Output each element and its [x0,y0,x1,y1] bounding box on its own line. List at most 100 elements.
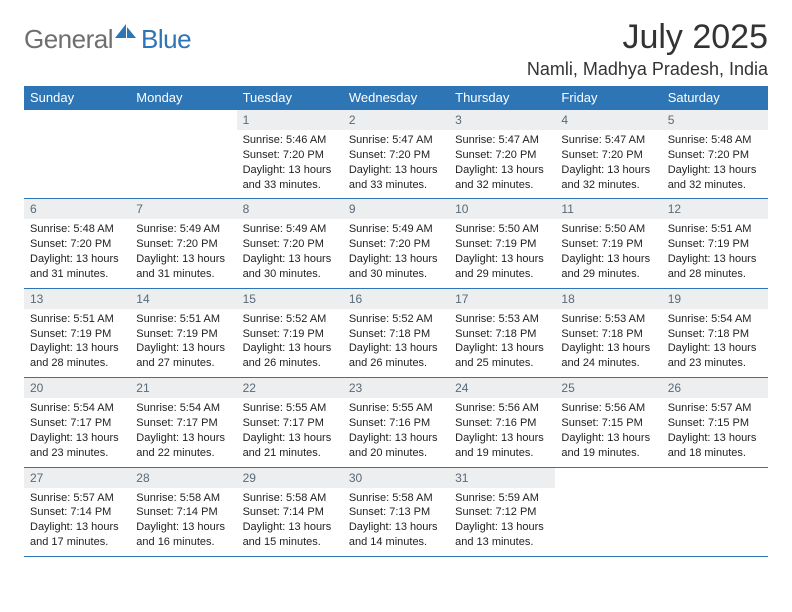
day-number: 20 [24,378,130,398]
day-details: Sunrise: 5:52 AMSunset: 7:18 PMDaylight:… [343,309,449,377]
day-number: 8 [237,199,343,219]
calendar-cell: 30Sunrise: 5:58 AMSunset: 7:13 PMDayligh… [343,467,449,556]
day-details: Sunrise: 5:50 AMSunset: 7:19 PMDaylight:… [555,219,661,287]
day-details: Sunrise: 5:52 AMSunset: 7:19 PMDaylight:… [237,309,343,377]
calendar-cell: 27Sunrise: 5:57 AMSunset: 7:14 PMDayligh… [24,467,130,556]
day-number: 16 [343,289,449,309]
calendar-cell: 29Sunrise: 5:58 AMSunset: 7:14 PMDayligh… [237,467,343,556]
calendar-cell: 16Sunrise: 5:52 AMSunset: 7:18 PMDayligh… [343,288,449,377]
day-number: 18 [555,289,661,309]
calendar-cell: 22Sunrise: 5:55 AMSunset: 7:17 PMDayligh… [237,378,343,467]
day-number: 12 [662,199,768,219]
day-details: Sunrise: 5:58 AMSunset: 7:13 PMDaylight:… [343,488,449,556]
day-details: Sunrise: 5:55 AMSunset: 7:17 PMDaylight:… [237,398,343,466]
calendar-cell: 12Sunrise: 5:51 AMSunset: 7:19 PMDayligh… [662,199,768,288]
day-details: Sunrise: 5:46 AMSunset: 7:20 PMDaylight:… [237,130,343,198]
day-number: 11 [555,199,661,219]
day-details: Sunrise: 5:49 AMSunset: 7:20 PMDaylight:… [237,219,343,287]
calendar-cell: 25Sunrise: 5:56 AMSunset: 7:15 PMDayligh… [555,378,661,467]
calendar-cell: 4Sunrise: 5:47 AMSunset: 7:20 PMDaylight… [555,110,661,199]
calendar-cell: 24Sunrise: 5:56 AMSunset: 7:16 PMDayligh… [449,378,555,467]
day-number: 2 [343,110,449,130]
calendar-cell: 17Sunrise: 5:53 AMSunset: 7:18 PMDayligh… [449,288,555,377]
day-details: Sunrise: 5:59 AMSunset: 7:12 PMDaylight:… [449,488,555,556]
day-number: 6 [24,199,130,219]
day-number: 10 [449,199,555,219]
day-details: Sunrise: 5:48 AMSunset: 7:20 PMDaylight:… [662,130,768,198]
day-details: Sunrise: 5:47 AMSunset: 7:20 PMDaylight:… [449,130,555,198]
title-block: July 2025 Namli, Madhya Pradesh, India [527,18,768,80]
day-details: Sunrise: 5:51 AMSunset: 7:19 PMDaylight:… [24,309,130,377]
day-details: Sunrise: 5:49 AMSunset: 7:20 PMDaylight:… [130,219,236,287]
logo-sail-icon [113,21,139,46]
calendar-cell: 11Sunrise: 5:50 AMSunset: 7:19 PMDayligh… [555,199,661,288]
calendar-cell: 1Sunrise: 5:46 AMSunset: 7:20 PMDaylight… [237,110,343,199]
day-number: 1 [237,110,343,130]
day-details: Sunrise: 5:51 AMSunset: 7:19 PMDaylight:… [130,309,236,377]
calendar-cell: 20Sunrise: 5:54 AMSunset: 7:17 PMDayligh… [24,378,130,467]
day-number: 14 [130,289,236,309]
day-details: Sunrise: 5:54 AMSunset: 7:17 PMDaylight:… [130,398,236,466]
day-number: 19 [662,289,768,309]
weekday-header: Sunday [24,86,130,110]
calendar-row: 20Sunrise: 5:54 AMSunset: 7:17 PMDayligh… [24,378,768,467]
day-details: Sunrise: 5:56 AMSunset: 7:16 PMDaylight:… [449,398,555,466]
location-subtitle: Namli, Madhya Pradesh, India [527,59,768,80]
calendar-row: 13Sunrise: 5:51 AMSunset: 7:19 PMDayligh… [24,288,768,377]
day-details: Sunrise: 5:54 AMSunset: 7:18 PMDaylight:… [662,309,768,377]
day-number: 21 [130,378,236,398]
day-details: Sunrise: 5:47 AMSunset: 7:20 PMDaylight:… [343,130,449,198]
day-number: 7 [130,199,236,219]
weekday-header: Thursday [449,86,555,110]
day-details: Sunrise: 5:53 AMSunset: 7:18 PMDaylight:… [449,309,555,377]
calendar-cell-empty [130,110,236,199]
calendar-cell: 14Sunrise: 5:51 AMSunset: 7:19 PMDayligh… [130,288,236,377]
day-number: 27 [24,468,130,488]
weekday-header: Tuesday [237,86,343,110]
logo-text-general: General [24,24,113,55]
day-number: 4 [555,110,661,130]
day-number: 5 [662,110,768,130]
day-number: 22 [237,378,343,398]
day-number: 29 [237,468,343,488]
day-number: 9 [343,199,449,219]
calendar-cell: 6Sunrise: 5:48 AMSunset: 7:20 PMDaylight… [24,199,130,288]
day-details: Sunrise: 5:47 AMSunset: 7:20 PMDaylight:… [555,130,661,198]
calendar-cell: 31Sunrise: 5:59 AMSunset: 7:12 PMDayligh… [449,467,555,556]
calendar-cell: 7Sunrise: 5:49 AMSunset: 7:20 PMDaylight… [130,199,236,288]
day-number: 25 [555,378,661,398]
day-number: 15 [237,289,343,309]
calendar-cell: 9Sunrise: 5:49 AMSunset: 7:20 PMDaylight… [343,199,449,288]
calendar-cell: 10Sunrise: 5:50 AMSunset: 7:19 PMDayligh… [449,199,555,288]
calendar-cell: 18Sunrise: 5:53 AMSunset: 7:18 PMDayligh… [555,288,661,377]
day-details: Sunrise: 5:56 AMSunset: 7:15 PMDaylight:… [555,398,661,466]
calendar-row: 1Sunrise: 5:46 AMSunset: 7:20 PMDaylight… [24,110,768,199]
calendar-cell: 28Sunrise: 5:58 AMSunset: 7:14 PMDayligh… [130,467,236,556]
day-number: 26 [662,378,768,398]
calendar-cell: 21Sunrise: 5:54 AMSunset: 7:17 PMDayligh… [130,378,236,467]
calendar-cell: 13Sunrise: 5:51 AMSunset: 7:19 PMDayligh… [24,288,130,377]
day-number: 24 [449,378,555,398]
logo: General Blue [24,24,191,55]
calendar-cell: 26Sunrise: 5:57 AMSunset: 7:15 PMDayligh… [662,378,768,467]
weekday-header: Saturday [662,86,768,110]
calendar-cell: 8Sunrise: 5:49 AMSunset: 7:20 PMDaylight… [237,199,343,288]
calendar-cell: 5Sunrise: 5:48 AMSunset: 7:20 PMDaylight… [662,110,768,199]
day-details: Sunrise: 5:48 AMSunset: 7:20 PMDaylight:… [24,219,130,287]
calendar-cell-empty [24,110,130,199]
day-number: 3 [449,110,555,130]
day-details: Sunrise: 5:51 AMSunset: 7:19 PMDaylight:… [662,219,768,287]
calendar-cell: 2Sunrise: 5:47 AMSunset: 7:20 PMDaylight… [343,110,449,199]
day-details: Sunrise: 5:53 AMSunset: 7:18 PMDaylight:… [555,309,661,377]
calendar-cell: 3Sunrise: 5:47 AMSunset: 7:20 PMDaylight… [449,110,555,199]
weekday-header: Friday [555,86,661,110]
calendar-row: 27Sunrise: 5:57 AMSunset: 7:14 PMDayligh… [24,467,768,556]
day-details: Sunrise: 5:57 AMSunset: 7:15 PMDaylight:… [662,398,768,466]
calendar-cell-empty [662,467,768,556]
calendar-cell: 19Sunrise: 5:54 AMSunset: 7:18 PMDayligh… [662,288,768,377]
calendar-cell: 15Sunrise: 5:52 AMSunset: 7:19 PMDayligh… [237,288,343,377]
day-details: Sunrise: 5:58 AMSunset: 7:14 PMDaylight:… [237,488,343,556]
day-details: Sunrise: 5:54 AMSunset: 7:17 PMDaylight:… [24,398,130,466]
calendar-cell-empty [555,467,661,556]
day-details: Sunrise: 5:55 AMSunset: 7:16 PMDaylight:… [343,398,449,466]
